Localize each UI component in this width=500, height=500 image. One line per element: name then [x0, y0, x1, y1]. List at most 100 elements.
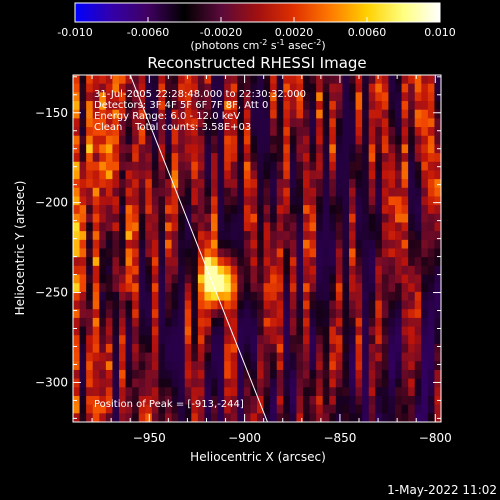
heatmap-cell — [421, 395, 429, 406]
annotation-time-range: 31-Jul-2005 22:28:48.000 to 22:30:32.000 — [94, 89, 306, 100]
heatmap-cell — [165, 161, 173, 172]
heatmap-cell — [79, 161, 87, 172]
heatmap-cell — [303, 404, 311, 414]
heatmap-cell — [342, 309, 350, 319]
heatmap-cell — [355, 248, 363, 258]
heatmap-cell — [86, 369, 94, 380]
heatmap-cell — [151, 109, 160, 119]
heatmap-cell — [375, 378, 383, 388]
heatmap-cell — [230, 118, 238, 128]
heatmap-cell — [86, 83, 94, 93]
heatmap-cell — [191, 300, 199, 310]
heatmap-cell — [138, 153, 146, 163]
heatmap-cell — [171, 257, 179, 267]
heatmap-cell — [171, 205, 179, 215]
heatmap-cell — [184, 205, 192, 215]
heatmap-cell — [408, 361, 416, 371]
heatmap-cell — [217, 170, 225, 180]
heatmap-cell — [395, 109, 403, 119]
heatmap-cell — [289, 291, 298, 302]
heatmap-cell — [197, 127, 206, 137]
heatmap-cell — [329, 361, 337, 371]
heatmap-cell — [322, 205, 330, 215]
heatmap-cell — [92, 144, 100, 154]
heatmap-cell — [362, 153, 370, 163]
heatmap-cell — [92, 179, 100, 189]
heatmap-cell — [263, 187, 271, 198]
heatmap-cell — [171, 413, 179, 422]
heatmap-cell — [276, 248, 284, 258]
heatmap-cell — [421, 248, 429, 258]
heatmap-cell — [243, 291, 252, 302]
heatmap-cell — [138, 75, 146, 85]
heatmap-cell — [408, 222, 416, 232]
heatmap-cell — [434, 387, 441, 397]
heatmap-cell — [322, 179, 330, 189]
heatmap-cell — [355, 326, 363, 336]
heatmap-cell — [421, 231, 429, 241]
heatmap-cell — [171, 291, 179, 302]
heatmap-cell — [408, 369, 416, 380]
heatmap-cell — [349, 127, 357, 137]
heatmap-cell — [138, 222, 146, 232]
heatmap-cell — [434, 118, 441, 128]
heatmap-cell — [289, 213, 298, 224]
heatmap-cell — [296, 369, 304, 380]
heatmap-cell — [132, 239, 140, 250]
heatmap-cell — [79, 300, 87, 310]
heatmap-cell — [427, 265, 436, 276]
heatmap-cell — [158, 395, 166, 406]
heatmap-cell — [145, 300, 153, 310]
heatmap-cell — [99, 161, 107, 172]
heatmap-cell — [401, 222, 409, 232]
heatmap-cell — [309, 369, 317, 380]
heatmap-cell — [145, 187, 153, 198]
heatmap-cell — [283, 92, 291, 102]
heatmap-cell — [362, 395, 370, 406]
heatmap-cell — [375, 239, 383, 250]
heatmap-cell — [349, 335, 357, 345]
heatmap-cell — [375, 343, 383, 354]
heatmap-cell — [151, 291, 160, 302]
heatmap-cell — [224, 231, 232, 241]
heatmap-cell — [395, 343, 403, 354]
heatmap-cell — [165, 222, 173, 232]
heatmap-cell — [355, 144, 363, 154]
heatmap-cell — [145, 378, 153, 388]
heatmap-cell — [132, 118, 140, 128]
heatmap-cell — [171, 101, 179, 111]
heatmap-cell — [362, 248, 370, 258]
heatmap-cell — [105, 75, 114, 85]
heatmap-cell — [86, 135, 94, 146]
heatmap-cell — [138, 369, 146, 380]
heatmap-cell — [79, 222, 87, 232]
heatmap-cell — [283, 395, 291, 406]
heatmap-cell — [197, 187, 206, 198]
heatmap-cell — [276, 361, 284, 371]
heatmap-cell — [151, 369, 160, 380]
heatmap-cell — [105, 109, 114, 119]
heatmap-cell — [132, 352, 140, 362]
heatmap-cell — [197, 179, 206, 189]
heatmap-cell — [211, 153, 219, 163]
heatmap-cell — [381, 92, 390, 102]
heatmap-cell — [303, 361, 311, 371]
heatmap-cell — [296, 343, 304, 354]
heatmap-cell — [263, 387, 271, 397]
heatmap-cell — [191, 213, 199, 224]
heatmap-cell — [289, 231, 298, 241]
heatmap-cell — [322, 222, 330, 232]
heatmap-cell — [303, 387, 311, 397]
heatmap-cell — [408, 343, 416, 354]
heatmap-cell — [263, 231, 271, 241]
heatmap-cell — [289, 135, 298, 146]
heatmap-cell — [178, 335, 186, 345]
heatmap-cell — [165, 395, 173, 406]
heatmap-cell — [165, 213, 173, 224]
heatmap-cell — [303, 135, 311, 146]
heatmap-cell — [276, 153, 284, 163]
heatmap-cell — [204, 135, 212, 146]
heatmap-cell — [86, 291, 94, 302]
heatmap-cell — [342, 317, 350, 328]
heatmap-cell — [316, 300, 324, 310]
